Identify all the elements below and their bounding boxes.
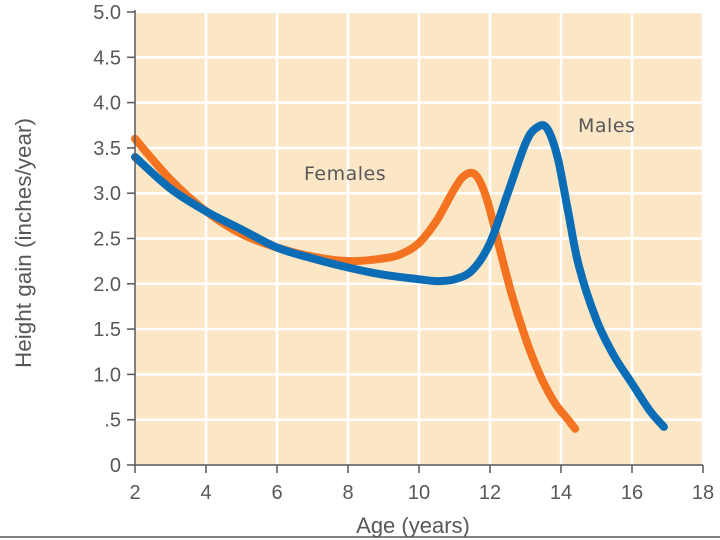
- y-tick-label: 1.5: [93, 319, 121, 341]
- y-tick-label: 1.0: [93, 364, 121, 386]
- y-tick-label: .5: [104, 410, 121, 432]
- y-tick-label: 2.5: [93, 229, 121, 251]
- x-tick-label: 10: [408, 482, 430, 504]
- y-tick-label: 3.0: [93, 183, 121, 205]
- y-tick-label: 0: [110, 455, 121, 477]
- y-tick-label: 5.0: [93, 2, 121, 24]
- x-tick-label: 2: [129, 482, 140, 504]
- ticks: 0 .5 1.0 1.5 2.0 2.5 3.0 3.5 4.0 4.5 5.0 2 4 6 8 10 12 14…: [93, 2, 714, 504]
- x-tick-label: 16: [621, 482, 643, 504]
- x-tick-label: 6: [271, 482, 282, 504]
- grid: [135, 10, 705, 465]
- y-tick-label: 4.0: [93, 93, 121, 115]
- series-layer: [131, 121, 668, 433]
- y-tick-label: 3.5: [93, 138, 121, 160]
- y-tick-label: 2.0: [93, 274, 121, 296]
- y-tick-label: 4.5: [93, 47, 121, 69]
- series-label-males: Males: [578, 115, 635, 137]
- x-tick-label: 12: [479, 482, 501, 504]
- x-axis-title: Age (years): [356, 513, 470, 538]
- x-tick-label: 8: [342, 482, 353, 504]
- series-line-males: [131, 121, 668, 431]
- series-label-females: Females: [304, 163, 386, 185]
- x-tick-label: 4: [200, 482, 211, 504]
- y-axis-title: Height gain (inches/year): [11, 118, 36, 368]
- x-tick-label: 18: [692, 482, 714, 504]
- x-tick-label: 14: [550, 482, 572, 504]
